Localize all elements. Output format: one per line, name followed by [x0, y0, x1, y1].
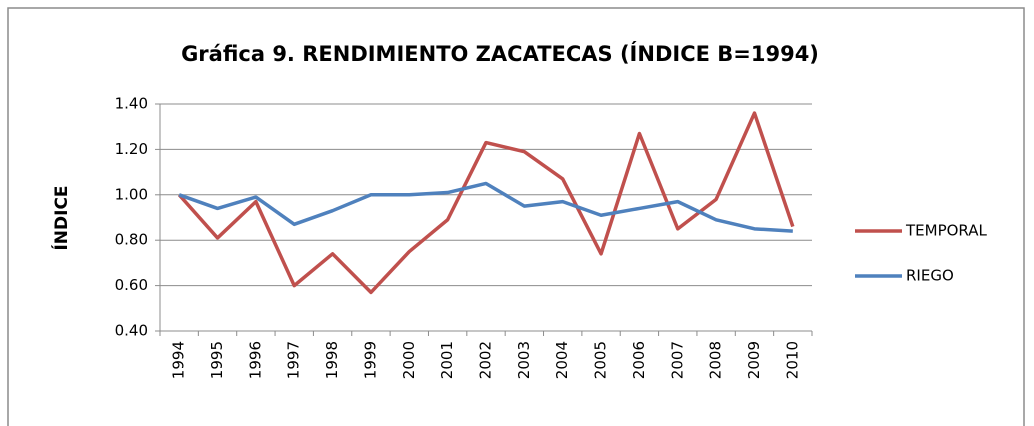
y-axis-title: ÍNDICE	[50, 185, 72, 250]
x-tick-label: 2005	[592, 341, 610, 379]
x-tick-label: 2006	[630, 341, 648, 379]
chart-border	[7, 7, 1025, 426]
series-line	[178, 181, 793, 233]
y-tick-label: 1.40	[115, 95, 148, 113]
x-tick-label: 1994	[170, 341, 188, 379]
y-tick-label: 1.20	[115, 140, 148, 158]
x-tick-label: 1997	[285, 341, 303, 379]
x-tick-label: 2004	[553, 341, 571, 379]
legend-label: TEMPORAL	[905, 222, 988, 240]
x-tick-label: 2008	[707, 341, 725, 379]
x-tick-label: 2009	[745, 341, 763, 379]
series-line	[177, 111, 795, 295]
x-tick-label: 2010	[783, 341, 801, 379]
x-tick-label: 2007	[668, 341, 686, 379]
y-tick-label: 0.60	[115, 276, 148, 294]
x-tick-label: 1998	[323, 341, 341, 379]
y-tick-label: 0.80	[115, 231, 148, 249]
x-tick-label: 2001	[438, 341, 456, 379]
y-tick-label: 0.40	[115, 322, 148, 340]
legend-label: RIEGO	[906, 267, 954, 285]
x-tick-label: 1996	[246, 341, 264, 379]
chart-title: Gráfica 9. RENDIMIENTO ZACATECAS (ÍNDICE…	[181, 41, 819, 66]
x-tick-label: 2002	[477, 341, 495, 379]
x-tick-label: 2003	[515, 341, 533, 379]
y-tick-label: 1.00	[115, 185, 148, 203]
x-tick-label: 1995	[208, 341, 226, 379]
x-tick-label: 1999	[361, 341, 379, 379]
x-tick-label: 2000	[400, 341, 418, 379]
